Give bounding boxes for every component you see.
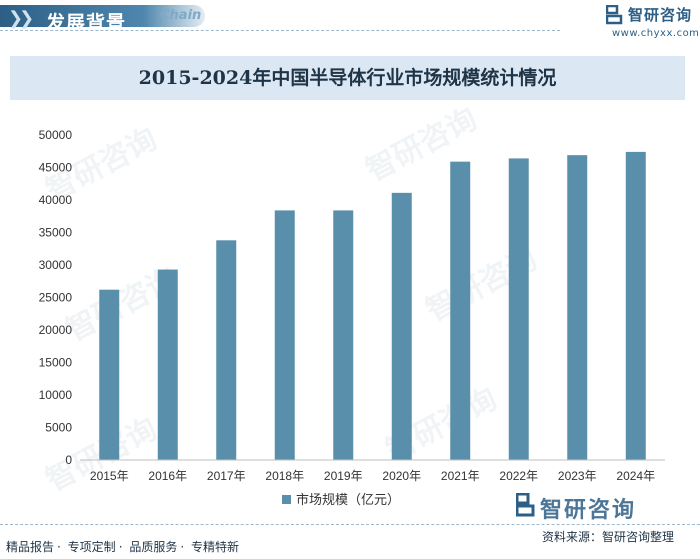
data-source: 资料来源：智研咨询整理 xyxy=(542,530,675,544)
footer-tagline: 精品报告 · 专项定制 · 品质服务 · 专精特新 xyxy=(6,540,240,554)
bar xyxy=(508,158,529,460)
y-tick-label: 45000 xyxy=(39,161,73,175)
y-tick-label: 35000 xyxy=(39,226,73,240)
x-tick-label: 2020年 xyxy=(382,469,421,483)
x-tick-label: 2015年 xyxy=(90,469,129,483)
x-tick-label: 2017年 xyxy=(207,469,246,483)
bar xyxy=(450,161,471,460)
x-tick-label: 2018年 xyxy=(265,469,304,483)
footer-brand-name: 智研咨询 xyxy=(540,498,637,523)
chevrons-icon: ❯❯ xyxy=(8,8,34,29)
brand-url: www.chyxx.com xyxy=(612,28,700,39)
y-tick-label: 50000 xyxy=(39,128,73,142)
brand-logo-icon xyxy=(606,5,623,25)
section-subtitle-en: Chain xyxy=(160,8,202,23)
y-tick-label: 40000 xyxy=(39,193,73,207)
brand-logo-icon xyxy=(516,493,535,517)
bar xyxy=(157,269,178,460)
bar xyxy=(216,240,237,460)
y-tick-label: 10000 xyxy=(39,388,73,402)
y-tick-label: 25000 xyxy=(39,291,73,305)
page-header: ❯❯ 发展背景 Chain 智研咨询 www.chyxx.com xyxy=(0,0,700,42)
legend-swatch xyxy=(282,495,291,504)
section-title: 发展背景 xyxy=(46,12,127,34)
y-tick-label: 30000 xyxy=(39,258,73,272)
bars xyxy=(99,151,646,460)
header-band: ❯❯ 发展背景 xyxy=(0,5,205,34)
header-divider xyxy=(0,30,560,31)
x-tick-label: 2022年 xyxy=(499,469,538,483)
bar xyxy=(567,155,588,460)
footer-divider xyxy=(0,524,700,525)
y-tick-label: 5000 xyxy=(45,421,72,435)
y-axis: 0 5000 10000 15000 20000 25000 30000 35000 40000… xyxy=(39,128,73,467)
x-tick-label: 2016年 xyxy=(148,469,187,483)
legend: 市场规模（亿元） xyxy=(282,492,400,508)
footer-item: 品质服务 xyxy=(129,540,178,554)
x-tick-label: 2024年 xyxy=(616,469,655,483)
y-tick-label: 15000 xyxy=(39,356,73,370)
bar xyxy=(625,151,646,460)
x-tick-label: 2021年 xyxy=(441,469,480,483)
y-tick-label: 0 xyxy=(65,453,72,467)
footer-item: 专精特新 xyxy=(191,540,240,554)
bar-chart: 0 5000 10000 15000 20000 25000 30000 35000 40000… xyxy=(39,128,665,508)
brand-name: 智研咨询 xyxy=(628,6,693,24)
bar xyxy=(274,210,295,460)
x-axis: 2015年 2016年 2017年 2018年 2019年 2020年 2021年 2022年… xyxy=(80,459,665,483)
x-tick-label: 2019年 xyxy=(324,469,363,483)
y-tick-label: 20000 xyxy=(39,323,73,337)
bar xyxy=(333,210,354,460)
bar xyxy=(99,289,120,460)
footer-item: 专项定制 xyxy=(67,540,116,554)
chart-title: 2015-2024年中国半导体行业市场规模统计情况 xyxy=(138,67,557,89)
footer-item: 精品报告 xyxy=(6,540,55,554)
bar xyxy=(391,192,412,460)
chart-title-box: 2015-2024年中国半导体行业市场规模统计情况 xyxy=(10,56,685,100)
x-tick-label: 2023年 xyxy=(558,469,597,483)
legend-label: 市场规模（亿元） xyxy=(296,492,400,508)
